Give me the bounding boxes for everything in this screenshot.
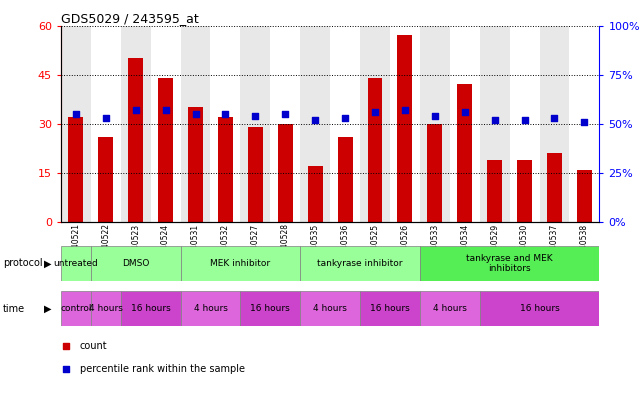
- Point: [221, 111, 231, 117]
- Bar: [517, 160, 532, 222]
- Bar: [479, 291, 599, 326]
- Bar: [91, 26, 121, 222]
- Bar: [300, 291, 360, 326]
- Bar: [121, 26, 151, 222]
- Point: [190, 111, 201, 117]
- Point: [374, 33, 384, 39]
- Bar: [278, 124, 293, 222]
- Bar: [128, 58, 143, 222]
- Text: protocol: protocol: [3, 258, 43, 268]
- Bar: [61, 26, 91, 222]
- Point: [374, 247, 384, 253]
- Text: ▶: ▶: [44, 258, 51, 268]
- Bar: [457, 84, 472, 222]
- Bar: [330, 26, 360, 222]
- Text: 4 hours: 4 hours: [89, 304, 122, 313]
- Bar: [360, 291, 420, 326]
- Bar: [91, 291, 121, 326]
- Bar: [300, 246, 420, 281]
- Bar: [367, 78, 383, 222]
- Bar: [300, 26, 330, 222]
- Bar: [181, 291, 240, 326]
- Text: tankyrase inhibitor: tankyrase inhibitor: [317, 259, 403, 268]
- Text: DMSO: DMSO: [122, 259, 149, 268]
- Point: [310, 117, 320, 123]
- Point: [490, 117, 500, 123]
- Bar: [428, 124, 442, 222]
- Point: [101, 115, 111, 121]
- Bar: [420, 246, 599, 281]
- Bar: [479, 26, 510, 222]
- Bar: [240, 291, 300, 326]
- Text: 16 hours: 16 hours: [370, 304, 410, 313]
- Bar: [420, 291, 479, 326]
- Text: time: time: [3, 303, 26, 314]
- Bar: [158, 78, 173, 222]
- Bar: [569, 26, 599, 222]
- Text: percentile rank within the sample: percentile rank within the sample: [79, 364, 245, 375]
- Text: tankyrase and MEK
inhibitors: tankyrase and MEK inhibitors: [466, 253, 553, 273]
- Point: [370, 109, 380, 115]
- Text: 4 hours: 4 hours: [433, 304, 467, 313]
- Bar: [510, 26, 540, 222]
- Point: [429, 113, 440, 119]
- Bar: [98, 137, 113, 222]
- Text: untreated: untreated: [53, 259, 98, 268]
- Bar: [540, 26, 569, 222]
- Point: [160, 107, 171, 113]
- Bar: [181, 26, 210, 222]
- Bar: [450, 26, 479, 222]
- Bar: [271, 26, 300, 222]
- Text: 16 hours: 16 hours: [251, 304, 290, 313]
- Bar: [547, 153, 562, 222]
- Point: [280, 111, 290, 117]
- Bar: [360, 26, 390, 222]
- Point: [549, 115, 560, 121]
- Point: [460, 109, 470, 115]
- Text: ▶: ▶: [44, 303, 51, 314]
- Bar: [188, 107, 203, 222]
- Text: 16 hours: 16 hours: [520, 304, 560, 313]
- Point: [400, 107, 410, 113]
- Bar: [218, 117, 233, 222]
- Bar: [308, 166, 322, 222]
- Bar: [61, 291, 91, 326]
- Bar: [397, 35, 412, 222]
- Bar: [338, 137, 353, 222]
- Bar: [210, 26, 240, 222]
- Point: [579, 119, 590, 125]
- Bar: [69, 117, 83, 222]
- Point: [250, 113, 260, 119]
- Bar: [248, 127, 263, 222]
- Bar: [420, 26, 450, 222]
- Point: [71, 111, 81, 117]
- Bar: [487, 160, 502, 222]
- Text: MEK inhibitor: MEK inhibitor: [210, 259, 271, 268]
- Text: control: control: [60, 304, 92, 313]
- Bar: [151, 26, 181, 222]
- Text: 4 hours: 4 hours: [313, 304, 347, 313]
- Bar: [240, 26, 271, 222]
- Text: 16 hours: 16 hours: [131, 304, 171, 313]
- Bar: [121, 291, 181, 326]
- Bar: [181, 246, 300, 281]
- Point: [131, 107, 141, 113]
- Point: [340, 115, 350, 121]
- Bar: [91, 246, 181, 281]
- Bar: [390, 26, 420, 222]
- Text: GDS5029 / 243595_at: GDS5029 / 243595_at: [61, 12, 199, 25]
- Bar: [61, 246, 91, 281]
- Bar: [577, 170, 592, 222]
- Point: [519, 117, 529, 123]
- Text: 4 hours: 4 hours: [194, 304, 228, 313]
- Text: count: count: [79, 341, 107, 351]
